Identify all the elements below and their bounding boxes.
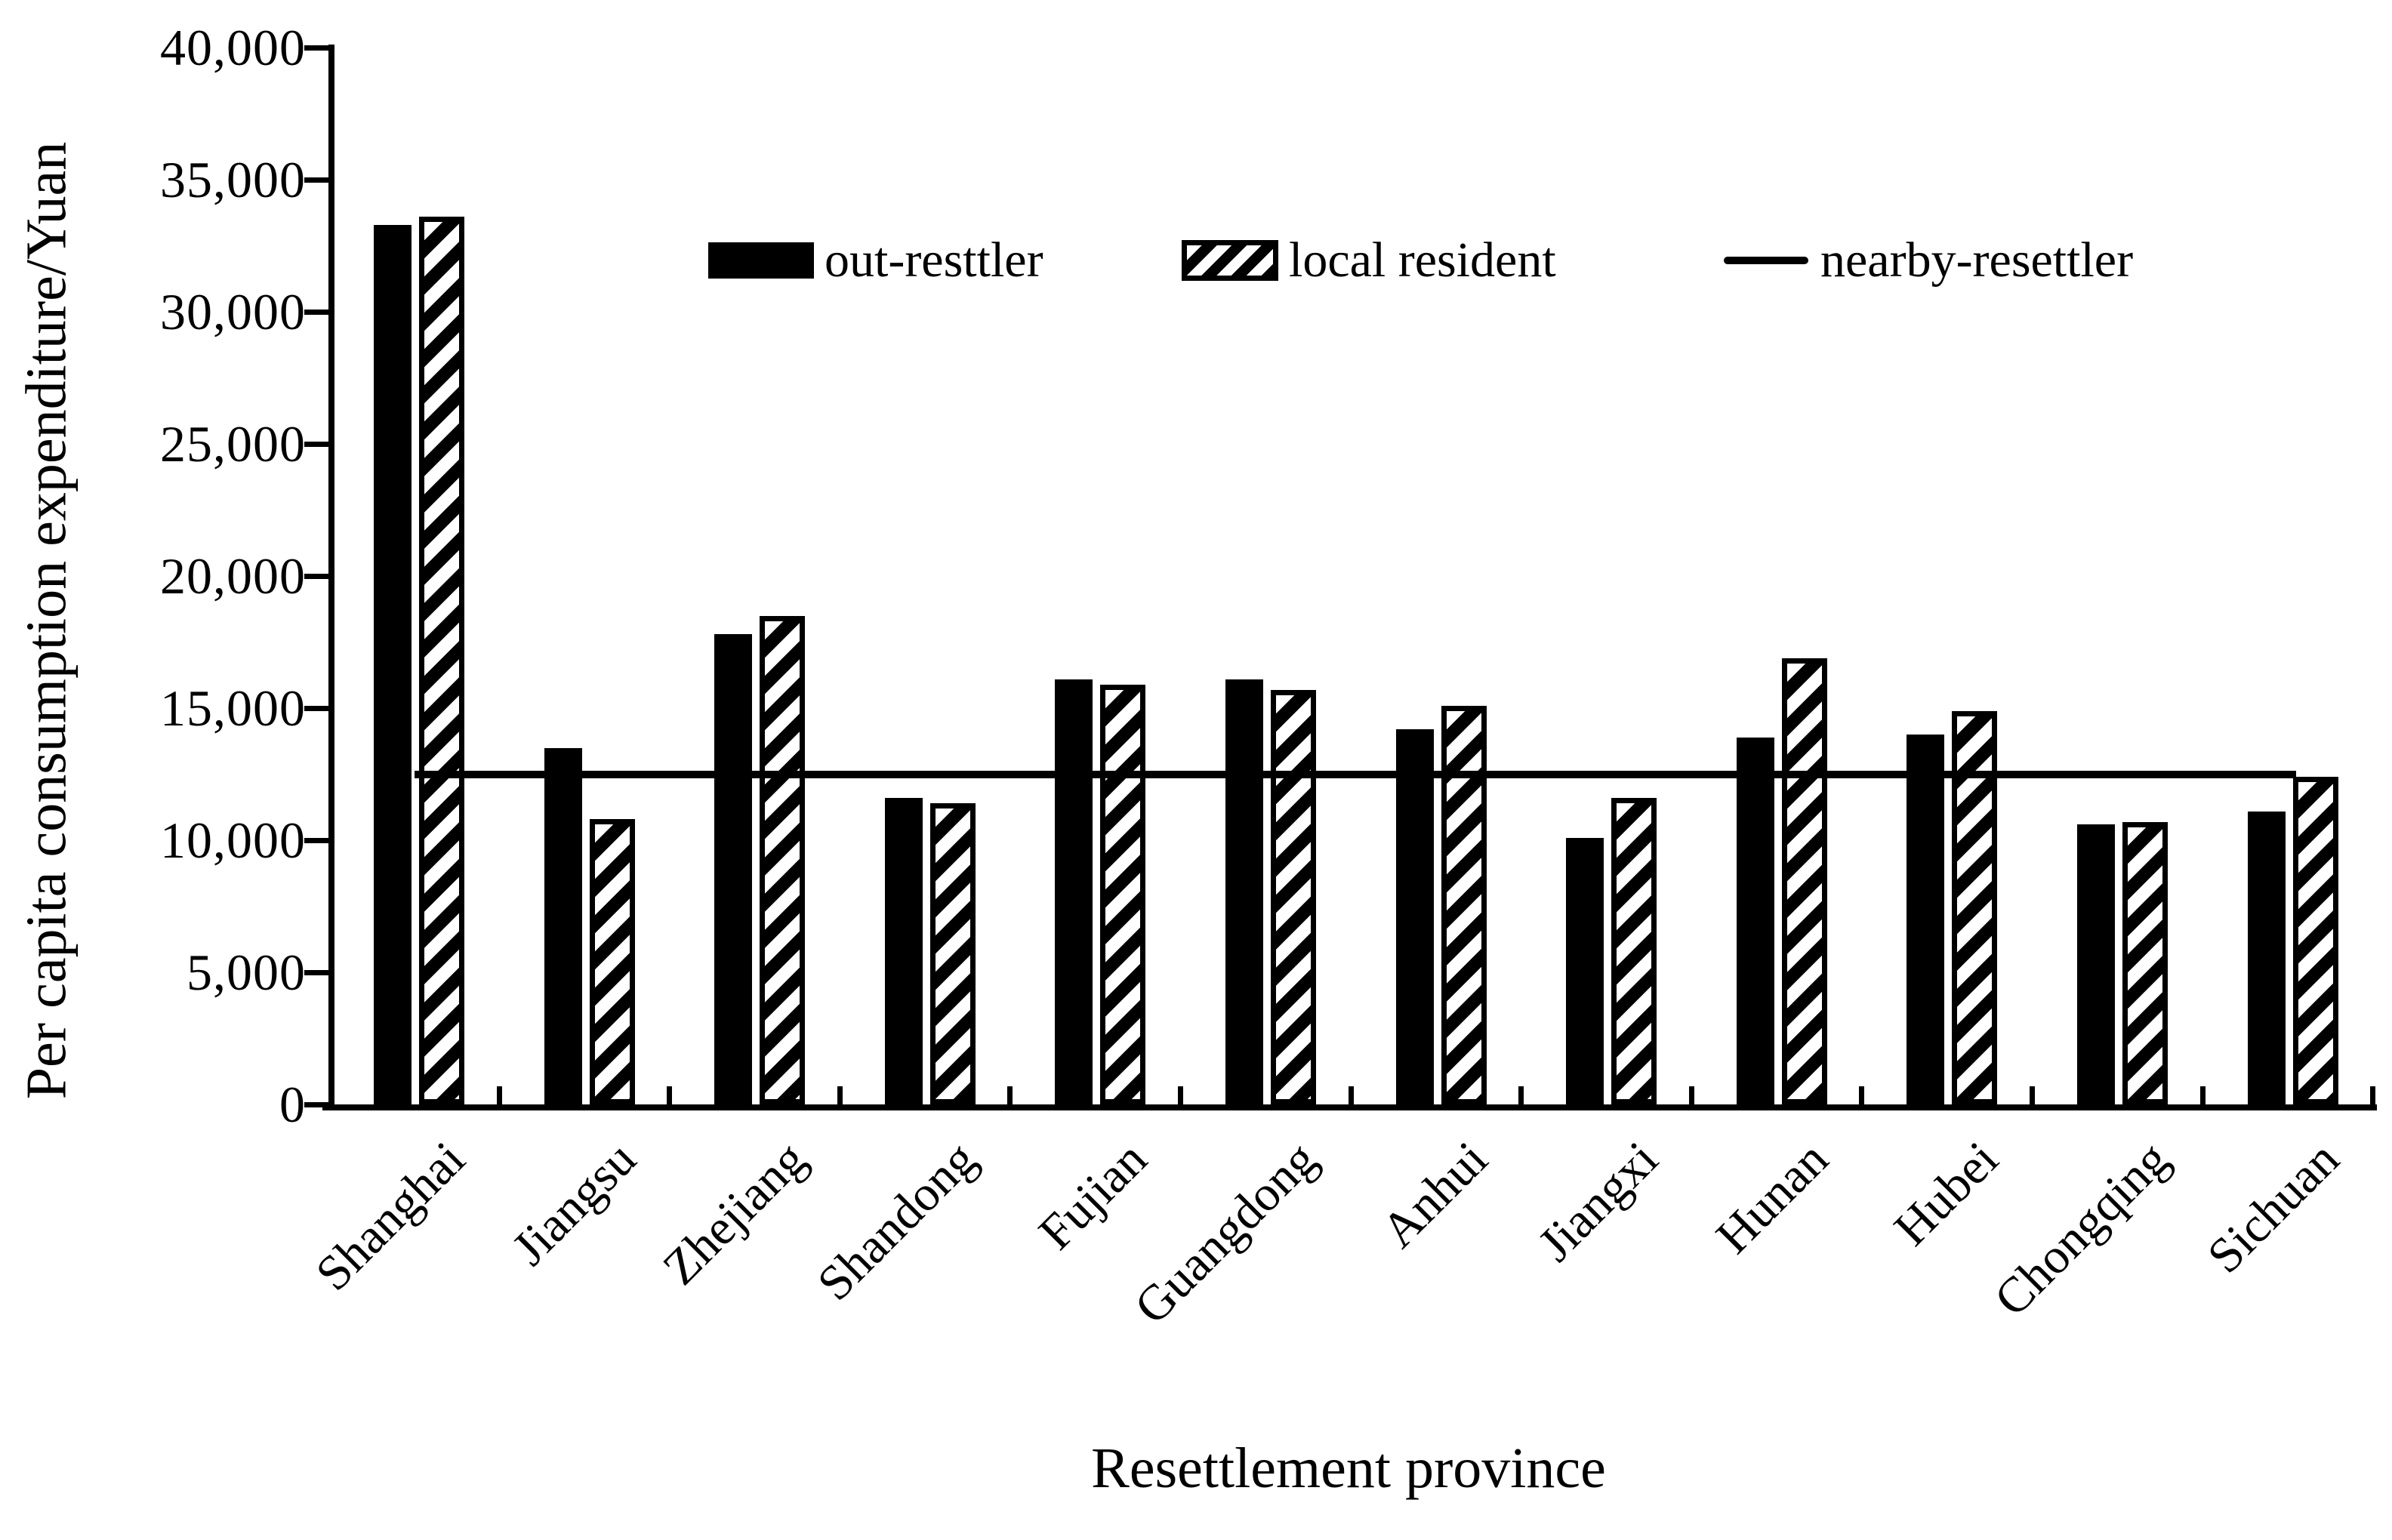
x-tick	[2199, 1086, 2206, 1104]
x-tick	[837, 1086, 843, 1104]
bar-local-resident-shanghai	[419, 217, 464, 1104]
bar-out-resettler-guangdong	[1225, 679, 1263, 1104]
x-category-label-jiangxi: Jiangxi	[1527, 1131, 1669, 1273]
y-tick-label: 5,000	[186, 944, 306, 1001]
x-tick	[496, 1086, 502, 1104]
x-tick	[1348, 1086, 1354, 1104]
line-swatch-icon	[1724, 257, 1808, 264]
bar-local-resident-sichuan	[2292, 777, 2338, 1104]
bar-local-resident-jiangsu	[589, 819, 635, 1104]
x-category-label-chongqing: Chongqing	[1984, 1131, 2180, 1327]
y-axis-line	[328, 45, 334, 1110]
x-category-label-jiangsu: Jiangsu	[501, 1131, 646, 1277]
x-tick	[2370, 1086, 2376, 1104]
x-tick	[1688, 1086, 1694, 1104]
y-tick-label: 10,000	[160, 812, 306, 869]
hatched-bar-swatch-icon	[1182, 240, 1278, 281]
bar-local-resident-hunan	[1781, 658, 1827, 1104]
y-tick-label: 40,000	[160, 19, 306, 76]
bar-out-resettler-anhui	[1395, 729, 1434, 1104]
legend-item-out-resettler: out-resttler	[708, 233, 1043, 288]
x-tick	[2030, 1086, 2035, 1104]
bar-out-resettler-sichuan	[2247, 811, 2286, 1104]
y-tick-label: 0	[279, 1076, 306, 1133]
x-tick	[1007, 1086, 1013, 1104]
legend-item-local-resident: local resident	[1182, 233, 1556, 288]
y-tick	[304, 706, 328, 711]
y-tick-label: 25,000	[160, 415, 306, 473]
y-tick-label: 20,000	[160, 547, 306, 605]
x-category-label-hunan: Hunan	[1705, 1131, 1839, 1264]
bar-local-resident-fujian	[1100, 684, 1146, 1104]
y-tick	[304, 970, 328, 975]
y-tick-label: 15,000	[160, 679, 306, 737]
bar-out-resettler-shandong	[884, 798, 923, 1104]
x-category-label-hubei: Hubei	[1883, 1131, 2009, 1257]
x-category-label-sichuan: Sichuan	[2196, 1131, 2350, 1284]
bar-out-resettler-jiangxi	[1566, 837, 1604, 1104]
x-axis-title: Resettlement province	[1091, 1437, 1606, 1500]
legend-label: local resident	[1289, 233, 1556, 288]
y-tick	[304, 45, 328, 51]
bar-local-resident-zhejiang	[760, 615, 806, 1104]
x-category-label-shandong: Shandong	[806, 1131, 988, 1311]
x-category-label-guangdong: Guangdong	[1124, 1131, 1328, 1335]
y-tick-label: 30,000	[160, 283, 306, 340]
legend-item-nearby-resettler: nearby-resettler	[1724, 233, 2134, 288]
bar-out-resettler-fujian	[1055, 679, 1093, 1104]
solid-bar-swatch-icon	[708, 242, 814, 279]
x-axis-line	[322, 1104, 2377, 1110]
y-tick	[304, 574, 328, 579]
bar-out-resettler-hunan	[1736, 737, 1774, 1104]
y-tick	[304, 177, 328, 183]
x-category-label-fujian: Fujian	[1028, 1131, 1157, 1261]
y-tick	[304, 442, 328, 447]
bar-out-resettler-shanghai	[374, 224, 412, 1104]
bar-out-resettler-hubei	[1907, 735, 1945, 1104]
bar-local-resident-guangdong	[1271, 689, 1316, 1104]
bar-local-resident-jiangxi	[1611, 798, 1657, 1104]
x-category-label-zhejiang: Zhejiang	[652, 1131, 817, 1296]
x-category-label-anhui: Anhui	[1370, 1131, 1498, 1258]
y-tick	[304, 838, 328, 843]
bar-out-resettler-zhejiang	[714, 634, 753, 1104]
bar-out-resettler-jiangsu	[544, 747, 582, 1104]
legend-label: nearby-resettler	[1820, 233, 2134, 288]
bar-out-resettler-chongqing	[2077, 824, 2115, 1104]
x-category-label-shanghai: Shanghai	[305, 1131, 476, 1301]
bar-local-resident-shandong	[929, 803, 976, 1104]
x-tick	[1518, 1086, 1524, 1104]
y-tick	[304, 310, 328, 315]
x-tick	[1178, 1086, 1183, 1104]
y-tick-label: 35,000	[160, 151, 306, 208]
x-tick	[667, 1086, 673, 1104]
bar-local-resident-anhui	[1441, 705, 1487, 1104]
bar-local-resident-chongqing	[2122, 821, 2168, 1104]
legend-label: out-resttler	[825, 233, 1043, 288]
y-tick	[304, 1102, 328, 1107]
x-tick	[1859, 1086, 1865, 1104]
nearby-resettler-line	[415, 770, 2296, 778]
